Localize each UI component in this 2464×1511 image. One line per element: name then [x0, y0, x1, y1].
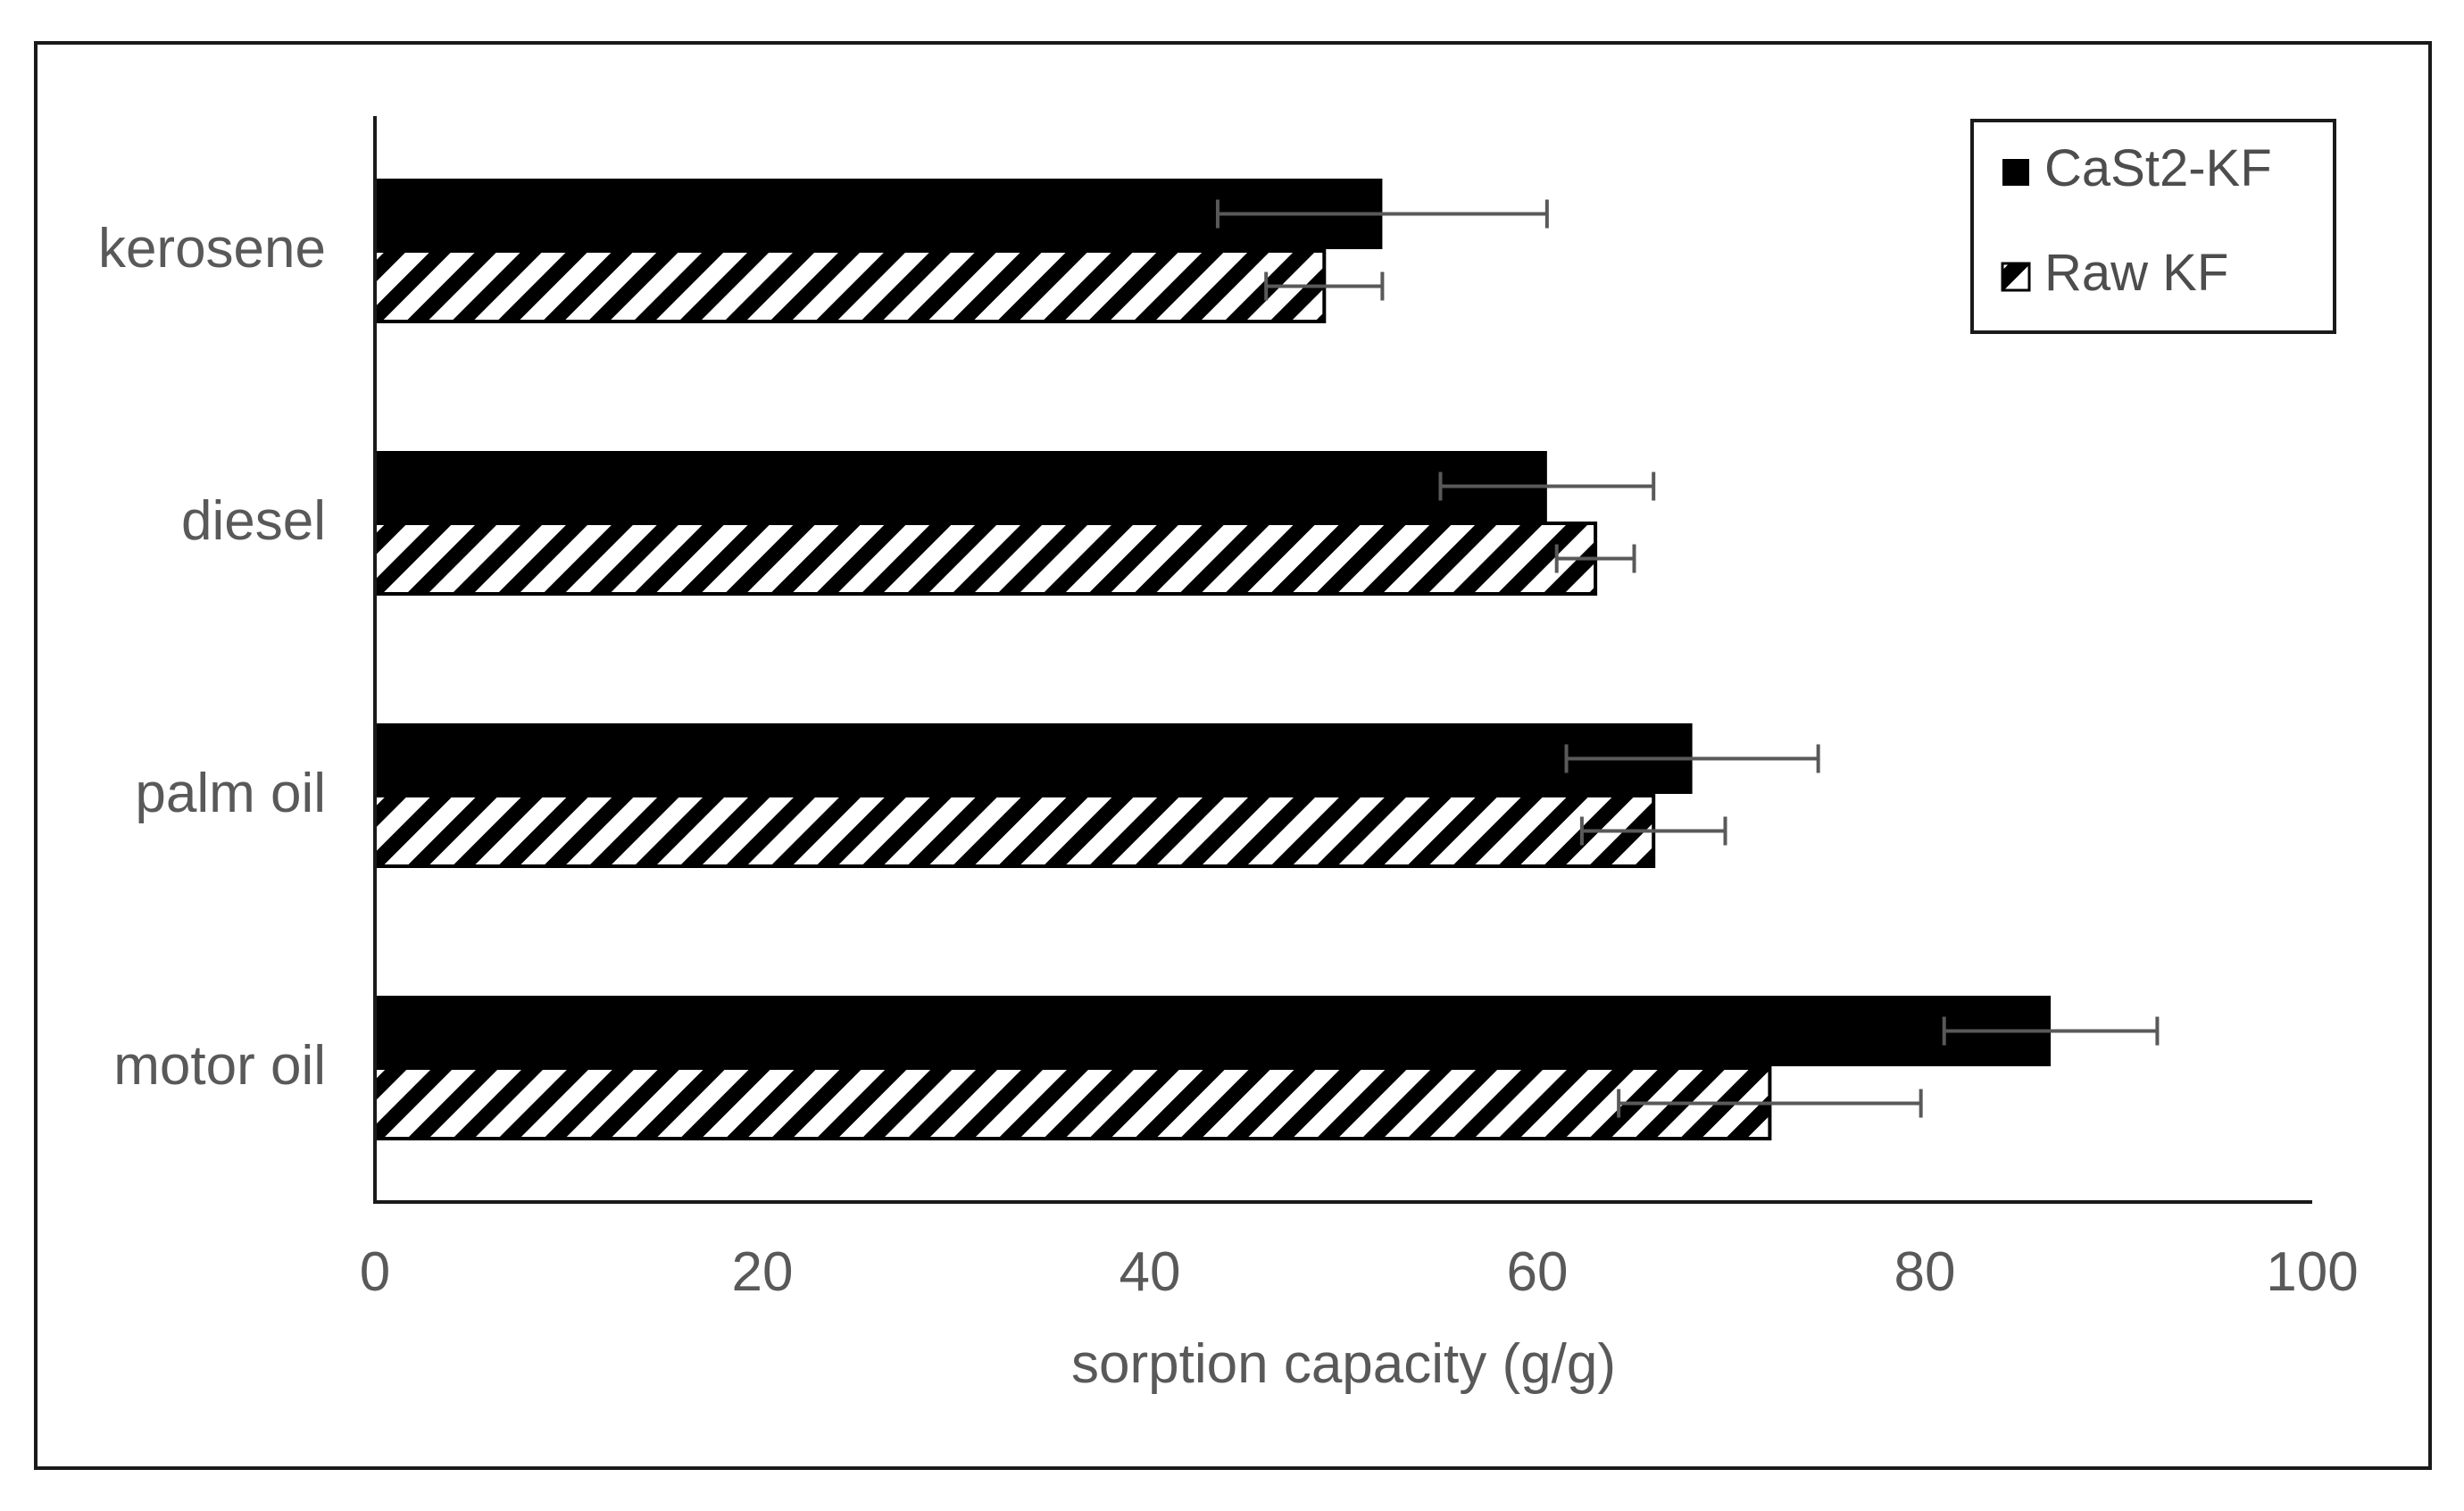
- error-bar-rawkf-palm-oil: [1579, 816, 1727, 846]
- bar-castkf-palm-oil: [375, 723, 1693, 794]
- error-bar-rawkf-diesel: [1554, 544, 1636, 573]
- error-bars-layer: [1215, 199, 2160, 1118]
- legend-label-castkf: CaSt2-KF: [2044, 139, 2272, 197]
- error-bar-castkf-kerosene: [1215, 199, 1549, 229]
- error-bar-rawkf-kerosene: [1264, 271, 1385, 301]
- legend-swatch-rawkf: [2001, 262, 2031, 292]
- x-tick-label: 60: [1507, 1241, 1569, 1303]
- x-tick-label: 0: [360, 1241, 390, 1303]
- x-tick-label: 20: [732, 1241, 794, 1303]
- bar-rawkf-palm-oil: [373, 794, 1656, 868]
- bar-rawkf-diesel: [373, 522, 1598, 596]
- x-tick-labels: 0 20 40 60 80 100: [360, 1241, 2359, 1303]
- legend-swatch-castkf: [2002, 159, 2029, 186]
- category-label-palm-oil: palm oil: [135, 763, 326, 824]
- bars-layer: [373, 179, 2052, 1140]
- bar-castkf-motor-oil: [375, 996, 2052, 1066]
- error-bar-castkf-diesel: [1438, 472, 1656, 501]
- error-bar-castkf-palm-oil: [1564, 744, 1820, 773]
- category-labels: kerosene diesel palm oil motor oil: [98, 218, 326, 1097]
- x-tick-label: 100: [2266, 1241, 2358, 1303]
- x-tick-label: 80: [1894, 1241, 1956, 1303]
- category-label-kerosene: kerosene: [98, 218, 326, 280]
- bar-castkf-kerosene: [375, 179, 1383, 249]
- legend: CaSt2-KF Raw KF: [1970, 119, 2336, 334]
- error-bar-rawkf-motor-oil: [1617, 1089, 1923, 1118]
- error-bar-castkf-motor-oil: [1942, 1016, 2160, 1046]
- x-tick-label: 40: [1120, 1241, 1181, 1303]
- legend-label-rawkf: Raw KF: [2044, 244, 2228, 302]
- category-label-motor-oil: motor oil: [113, 1035, 326, 1097]
- x-axis-title: sorption capacity (g/g): [1071, 1333, 1616, 1395]
- bar-rawkf-kerosene: [373, 249, 1327, 323]
- bar-rawkf-motor-oil: [373, 1066, 1772, 1140]
- category-label-diesel: diesel: [181, 490, 326, 552]
- bar-castkf-diesel: [375, 451, 1547, 522]
- legend-box: [1970, 119, 2336, 334]
